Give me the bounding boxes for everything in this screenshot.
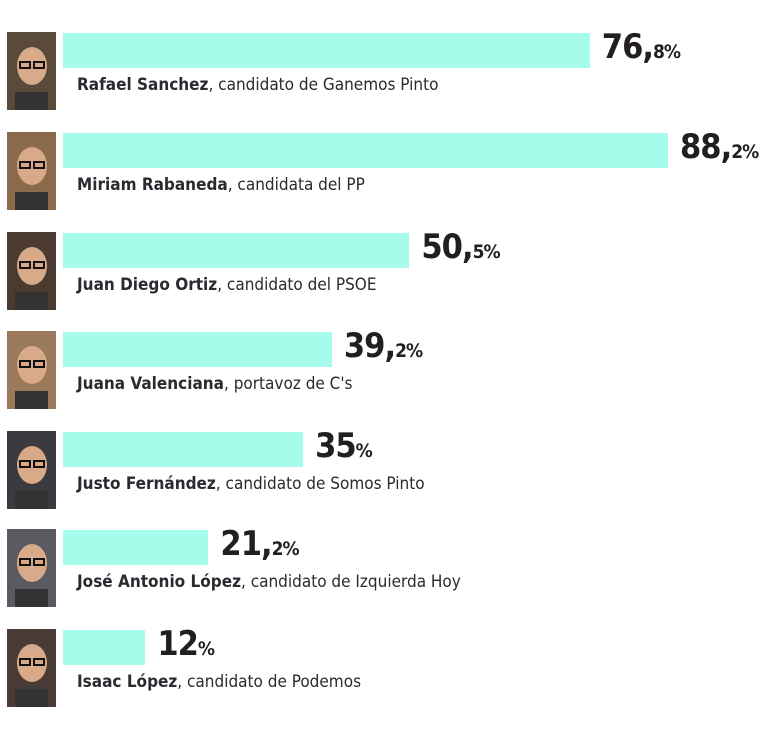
chart-row: 88,2% Miriam Rabaneda, candidata del PP — [0, 127, 764, 223]
candidate-photo — [7, 529, 56, 607]
bar — [63, 630, 146, 665]
value-label: 12% — [157, 624, 215, 664]
candidate-photo — [7, 629, 56, 707]
candidate-label: Miriam Rabaneda, candidata del PP — [77, 175, 365, 195]
chart-row: 21,2% José Antonio López, candidato de I… — [0, 524, 764, 620]
value-label: 88,2% — [680, 127, 759, 167]
bar — [63, 432, 304, 467]
value-label: 76,8% — [601, 27, 681, 67]
value-label: 39,2% — [343, 326, 423, 366]
value-label: 35% — [315, 426, 373, 466]
candidate-label: Juan Diego Ortiz, candidato del PSOE — [77, 275, 377, 295]
chart-row: 35% Justo Fernández, candidato de Somos … — [0, 426, 764, 522]
bar — [63, 530, 209, 565]
chart-row: 50,5% Juan Diego Ortiz, candidato del PS… — [0, 227, 764, 323]
value-label: 21,2% — [220, 524, 299, 564]
bar — [63, 133, 668, 168]
candidate-label: Rafael Sanchez, candidato de Ganemos Pin… — [77, 75, 439, 95]
chart-row: 76,8% Rafael Sanchez, candidato de Ganem… — [0, 27, 764, 123]
value-label: 50,5% — [421, 227, 500, 267]
bar — [63, 233, 410, 268]
candidate-photo — [7, 132, 56, 210]
chart-row: 39,2% Juana Valenciana, portavoz de C's — [0, 326, 764, 422]
candidate-label: Isaac López, candidato de Podemos — [77, 672, 362, 692]
candidate-photo — [7, 32, 56, 110]
candidate-label: Juana Valenciana, portavoz de C's — [77, 374, 353, 394]
chart-row: 12% Isaac López, candidato de Podemos — [0, 624, 764, 720]
candidate-photo — [7, 331, 56, 409]
candidate-label: José Antonio López, candidato de Izquier… — [77, 572, 461, 592]
candidate-photo — [7, 431, 56, 509]
bar — [63, 332, 332, 367]
candidate-label: Justo Fernández, candidato de Somos Pint… — [77, 474, 425, 494]
bar — [63, 33, 590, 68]
candidate-photo — [7, 232, 56, 310]
